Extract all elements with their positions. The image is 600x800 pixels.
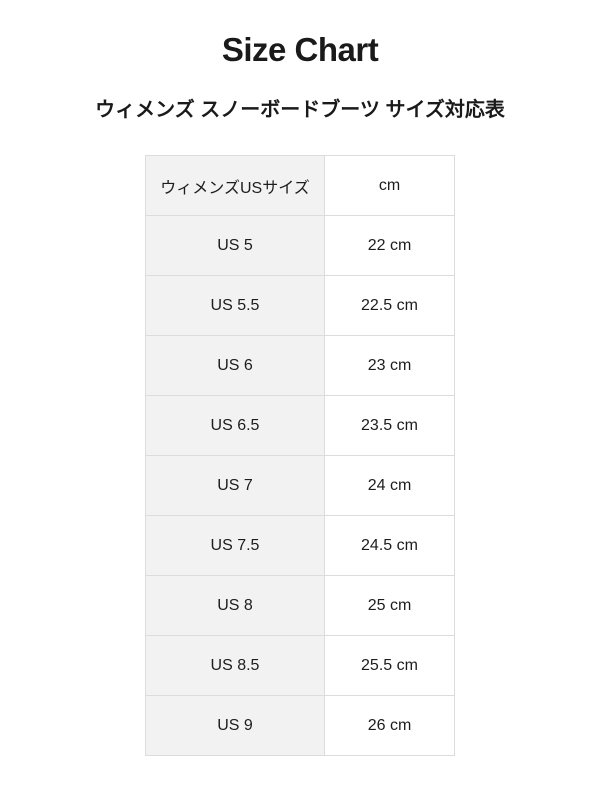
page-title: Size Chart [221,31,379,68]
us-size-cell: US 8.5 [145,635,325,696]
cm-cell: 25 cm [324,575,455,636]
table-row: US 6 23 cm [145,335,455,396]
table-row: US 8 25 cm [145,575,455,636]
table-row: US 9 26 cm [145,695,455,756]
cm-cell: 22.5 cm [324,275,455,336]
table-row: US 8.5 25.5 cm [145,635,455,696]
cm-cell: 23 cm [324,335,455,396]
cm-cell: 23.5 cm [324,395,455,456]
column-header-us-size: ウィメンズUSサイズ [145,155,325,216]
cm-cell: 24 cm [324,455,455,516]
us-size-cell: US 9 [145,695,325,756]
size-table-body: US 5 22 cm US 5.5 22.5 cm US 6 23 cm US 6.5 23.… [145,215,455,756]
cm-cell: 25.5 cm [324,635,455,696]
size-table: ウィメンズUSサイズ cm US 5 22 cm US 5.5 22.5 cm US 6… [145,155,455,756]
cm-cell: 22 cm [324,215,455,276]
table-row: US 7 24 cm [145,455,455,516]
page-subtitle: ウィメンズ スノーボードブーツ サイズ対応表 [95,99,505,121]
us-size-cell: US 5.5 [145,275,325,336]
us-size-cell: US 6 [145,335,325,396]
table-row: US 7.5 24.5 cm [145,515,455,576]
cm-cell: 24.5 cm [324,515,455,576]
us-size-cell: US 7.5 [145,515,325,576]
table-row: US 5.5 22.5 cm [145,275,455,336]
table-row: US 6.5 23.5 cm [145,395,455,456]
us-size-cell: US 5 [145,215,325,276]
column-header-cm: cm [324,155,455,216]
us-size-cell: US 8 [145,575,325,636]
cm-cell: 26 cm [324,695,455,756]
us-size-cell: US 6.5 [145,395,325,456]
table-row: US 5 22 cm [145,215,455,276]
table-header-row: ウィメンズUSサイズ cm [145,155,455,216]
us-size-cell: US 7 [145,455,325,516]
